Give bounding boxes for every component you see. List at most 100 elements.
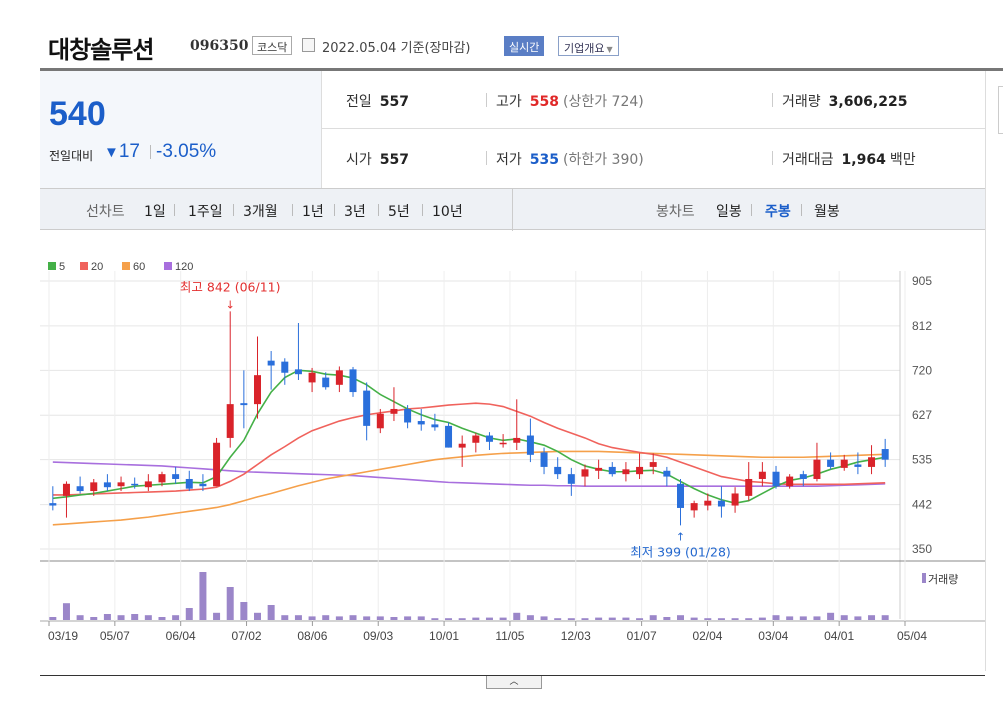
candle-body [786,476,794,487]
legend-swatch [48,262,56,270]
x-tick-label: 06/04 [166,629,196,643]
candle-body [172,474,180,479]
volume-bar [458,618,466,620]
divider [422,204,423,216]
volume-bar [540,616,548,620]
low-label: 저가 [496,152,522,168]
chevron-up-icon: ︿ [509,677,519,687]
tab-5y[interactable]: 5년 [388,204,410,220]
candlestick-chart: 905 812 720 627 535 442 350 03/19 05/07 06/04 07/0… [40,261,985,643]
line-chart-label: 선차트 [86,204,125,220]
volume-bar [772,615,780,620]
down-arrow-icon: ▼ [104,144,119,161]
x-tick-label: 05/07 [100,629,130,643]
volume-bar [226,587,234,620]
y-tick-label: 627 [912,408,932,422]
volume-bar [281,615,289,620]
side-panel-edge [998,86,1003,134]
high-annotation: 최고 842 (06/11) [180,279,281,294]
amount-label: 거래대금 [782,152,834,168]
candle-body [526,435,534,455]
volume-bar [294,615,302,620]
realtime-button[interactable]: 실시간 [504,36,545,56]
divider [486,151,487,165]
open-label: 시가 [346,152,372,168]
tab-1d[interactable]: 1일 [144,204,166,220]
overview-label: 기업개요 [564,42,605,55]
candle-body [758,471,766,479]
divider [751,204,752,216]
legend-swatch [80,262,88,270]
volume-bar [335,616,343,620]
candle-body [608,466,616,475]
candle-body [117,482,125,487]
volume-bar [267,605,275,620]
tab-3y[interactable]: 3년 [344,204,366,220]
candle-body [854,464,862,467]
current-price: 540 [49,95,106,133]
candle-body [376,413,384,429]
tab-daily[interactable]: 일봉 [716,204,742,220]
ma60-line [52,450,886,526]
change-value: 17 [118,141,140,162]
candle-body [458,443,466,448]
volume-bar [731,618,739,620]
candle-body [485,435,493,442]
tab-3m[interactable]: 3개월 [243,204,278,220]
volume-bar [254,612,261,620]
candle-body [308,372,316,383]
candle-body [717,500,725,507]
y-tick-label: 812 [912,319,932,333]
company-overview-dropdown[interactable]: 기업개요 ▼ [558,36,619,56]
open-value: 557 [379,152,409,168]
candle-body [213,442,221,487]
candle-body [431,424,439,428]
prev-value: 557 [379,94,409,110]
divider [486,93,487,107]
legend-label: 120 [175,261,193,273]
volume-bar [49,617,57,620]
divider [174,204,175,216]
candle-body [62,483,70,496]
volume-bar [745,618,753,620]
candle-body [363,390,371,426]
tab-1y[interactable]: 1년 [302,204,324,220]
candle-body [540,452,548,467]
x-tick-label: 10/01 [429,629,459,643]
collapse-button[interactable]: ︿ [486,676,542,689]
chart-tabs: 선차트 1일 1주일 3개월 1년 3년 5년 10년 봉차트 일봉 주봉 월봉 [40,188,985,231]
volume-bar [349,615,357,620]
tab-1w[interactable]: 1주일 [188,204,223,220]
candle-body [226,404,234,438]
upper-limit: (상한가 724) [563,94,644,110]
divider [292,204,293,216]
volume-bar [636,618,644,620]
volume-bar [717,618,725,620]
x-tick-label: 08/06 [297,629,327,643]
price-panel: 540 전일대비 ▼17 -3.05% [40,71,322,188]
tab-monthly[interactable]: 월봉 [814,204,840,220]
candle-body [144,481,152,488]
candle-body [417,421,425,425]
volume-bar [240,602,248,620]
x-tick-label: 03/19 [48,629,78,643]
high-price: 고가 558 (상한가 724) [496,91,644,111]
volume-bar [499,617,507,620]
candle-body [827,459,835,467]
tab-weekly[interactable]: 주봉 [765,204,791,220]
candle-body [704,500,712,506]
candle-body [881,449,889,460]
volume-bar [622,617,630,620]
volume-bar [485,617,493,620]
candle-body [472,435,480,443]
candle-body [813,459,821,479]
tab-10y[interactable]: 10년 [432,204,463,220]
candle-body [745,478,753,496]
low-value: 535 [529,152,559,168]
volume-bar [390,617,398,620]
volume-bar [62,603,70,620]
info-row: 시가 557 저가 535 (하한가 390) 거래대금 1,964 백만 [322,129,985,187]
volume-bar [704,618,712,620]
panel-border [985,71,986,671]
candle-body [322,377,330,388]
